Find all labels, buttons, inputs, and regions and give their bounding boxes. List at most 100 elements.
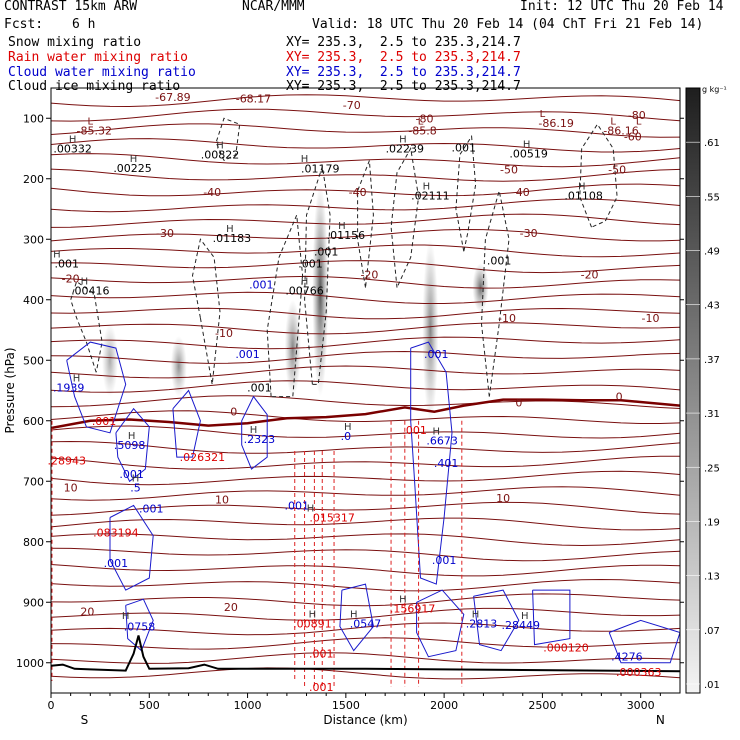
x-tick-label: 1500 xyxy=(332,699,360,712)
isotherm-line xyxy=(51,564,680,577)
snow-max-label: .00225 xyxy=(113,162,152,175)
cloud-water-label: .5 xyxy=(130,481,141,494)
colorbar-tick-label: .31 xyxy=(704,409,720,420)
max-marker-H: H xyxy=(307,504,315,515)
colorbar-tick-label: .49 xyxy=(704,247,720,258)
cloud-water-contour-line xyxy=(66,341,127,434)
max-marker-H: H xyxy=(69,134,77,145)
max-marker-H: H xyxy=(344,422,352,433)
max-marker-H: H xyxy=(73,373,81,384)
isotherm-line xyxy=(51,517,680,531)
y-tick-label: 600 xyxy=(23,415,44,428)
cloud-water-label: .001 xyxy=(432,554,457,567)
cloud-water-contour-line xyxy=(241,395,268,470)
colorbar-tick-label: .55 xyxy=(704,192,720,203)
isotherm-label: -50 xyxy=(500,164,518,177)
snow-max-label: .02111 xyxy=(411,190,450,203)
colorbar-tick-label: .01 xyxy=(704,680,720,691)
colorbar-tick-label: .19 xyxy=(704,517,720,528)
cloud-water-label: .001 xyxy=(249,279,274,292)
y-tick-label: 500 xyxy=(23,354,44,367)
isotherm-label: 0 xyxy=(515,397,522,410)
max-marker-H: H xyxy=(226,224,234,235)
max-marker-H: H xyxy=(81,277,89,288)
isotherm-line xyxy=(51,244,680,258)
isotherm-line xyxy=(51,395,680,409)
max-marker-H: H xyxy=(423,182,431,193)
colorbar-tick-label: .61 xyxy=(704,138,720,149)
isotherm-line xyxy=(51,228,680,242)
isotherm-label: 20 xyxy=(80,605,94,618)
min-marker-L: L xyxy=(418,116,424,127)
cloud-water-contour-line xyxy=(473,589,520,652)
min-marker-L: L xyxy=(636,116,642,127)
isotherm-line xyxy=(51,213,680,228)
isotherm-line xyxy=(51,578,680,592)
cloud-water-label: .401 xyxy=(434,457,459,470)
legend-cloud-water-name: Cloud water mixing ratio xyxy=(8,65,196,80)
min-marker-L: L xyxy=(88,116,94,127)
isotherm-line xyxy=(51,486,680,501)
isotherm-line xyxy=(51,410,680,424)
cloud-water-contour-line xyxy=(532,589,571,646)
isotherm-line xyxy=(51,425,680,439)
isotherm-label: 10 xyxy=(496,492,510,505)
max-marker-H: H xyxy=(523,139,531,150)
rain-label: .000120 xyxy=(543,642,589,655)
isotherm-line xyxy=(51,652,680,664)
snow-contour-line xyxy=(266,214,304,398)
isotherm-label: -50 xyxy=(608,164,626,177)
snow-contour-line xyxy=(304,166,331,385)
isotherm-label: -80 xyxy=(415,112,433,125)
isotherm-label: -10 xyxy=(498,312,516,325)
rain-label: .001 xyxy=(402,424,427,437)
y-axis-label: Pressure (hPa) xyxy=(3,347,17,433)
rain-label: .083194 xyxy=(93,527,139,540)
isotherm-line xyxy=(51,260,680,274)
x-tick-label: 1000 xyxy=(234,699,262,712)
cloud-water-label: .1939 xyxy=(53,381,85,394)
valid-time: Valid: 18 UTC Thu 20 Feb 14 (04 ChT Fri … xyxy=(312,17,704,32)
isotherm-line xyxy=(51,198,680,213)
temperature-min-label: -68.17 xyxy=(236,92,271,105)
max-marker-H: H xyxy=(399,594,407,605)
snow-contour-line xyxy=(455,134,477,252)
snow-contour-line xyxy=(480,190,510,397)
isotherm-label: 0 xyxy=(616,391,623,404)
model-title: CONTRAST 15km ARW xyxy=(4,0,138,14)
snow-contour-line xyxy=(390,147,420,288)
cloud-water-label: .0758 xyxy=(124,620,156,633)
cloud-water-label: .001 xyxy=(139,502,164,515)
ice-label: .001 xyxy=(54,257,79,270)
colorbar xyxy=(685,87,701,694)
isotherm-label: -20 xyxy=(62,273,80,286)
rain-label: .28943 xyxy=(47,455,86,468)
y-tick-label: 800 xyxy=(23,536,44,549)
isotherm-line xyxy=(51,455,680,470)
max-marker-H: H xyxy=(128,431,136,442)
x-tick-label: 3000 xyxy=(627,699,655,712)
isotherm-line xyxy=(51,365,680,379)
ice-label: .001 xyxy=(298,257,323,270)
legend-ice-xy: XY= 235.3, 2.5 to 235.3,214.7 xyxy=(286,79,521,94)
snow-contour-line xyxy=(215,117,241,162)
isotherm-line xyxy=(51,380,680,393)
temperature-min-label: -85.32 xyxy=(77,124,112,137)
isotherm-label: -30 xyxy=(156,227,174,240)
rain-label: .000363 xyxy=(616,666,662,679)
max-marker-H: H xyxy=(250,425,258,436)
max-marker-H: H xyxy=(301,277,309,288)
max-marker-H: H xyxy=(472,609,480,620)
x-tick-label: 0 xyxy=(48,699,55,712)
cloud-water-label: .28449 xyxy=(502,619,541,632)
isotherm-line xyxy=(51,607,680,621)
max-marker-H: H xyxy=(350,609,358,620)
isotherm-line xyxy=(51,637,680,650)
isotherm-line xyxy=(51,123,680,138)
max-marker-H: H xyxy=(132,473,140,484)
colorbar-tick-label: .25 xyxy=(704,463,720,474)
ice-label: .001 xyxy=(452,141,477,154)
ice-label: .001 xyxy=(247,381,272,394)
